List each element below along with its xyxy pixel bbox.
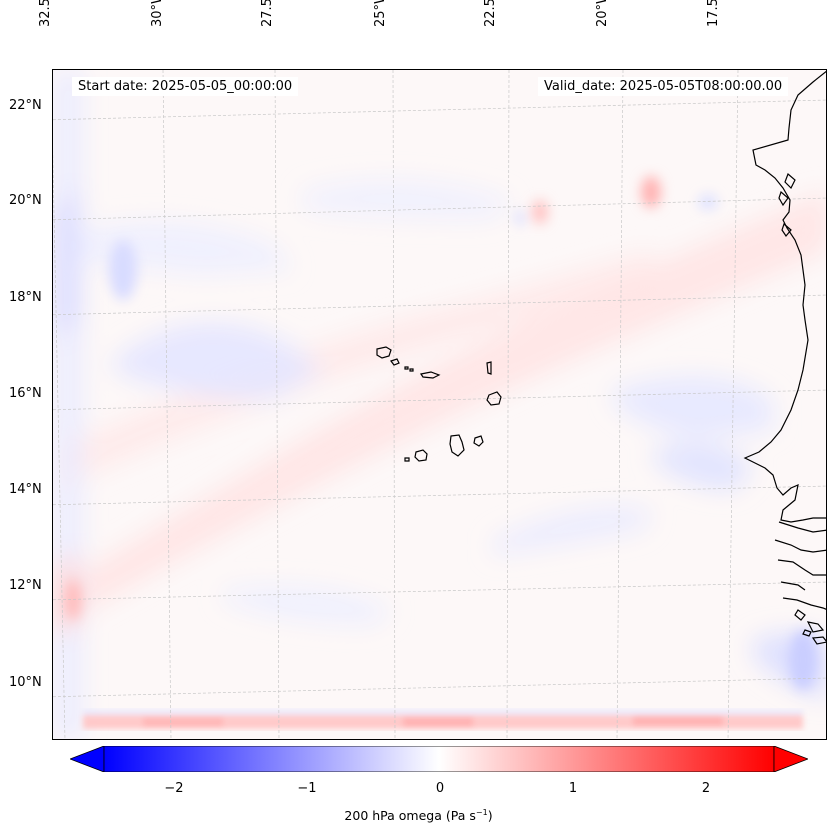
lon-label-22-5w: 22.5°W bbox=[483, 0, 498, 27]
lat-label-22n: 22°N bbox=[9, 98, 42, 113]
lon-label-32-5w: 32.5°W bbox=[38, 0, 53, 27]
island-santo-antao bbox=[376, 346, 392, 359]
colorbar-min-extend bbox=[70, 746, 105, 772]
lat-label-18n: 18°N bbox=[9, 290, 42, 305]
lon-label-30w: 30°W bbox=[150, 0, 165, 27]
lat-label-10n: 10°N bbox=[9, 675, 42, 690]
cape-blanc bbox=[784, 172, 796, 190]
boundary-band bbox=[83, 710, 803, 729]
island-santa-luzia bbox=[404, 366, 409, 370]
omega-field-map bbox=[53, 70, 826, 739]
colorbar-tick-label: −2 bbox=[164, 781, 184, 796]
lat-label-14n: 14°N bbox=[9, 482, 42, 497]
colorbar-gradient bbox=[103, 746, 775, 772]
island-raso bbox=[409, 368, 414, 372]
colorbar-tick-label: 1 bbox=[568, 781, 578, 796]
colorbar-max-extend bbox=[773, 746, 808, 772]
colorbar bbox=[70, 746, 808, 772]
colorbar-tick-label: 2 bbox=[701, 781, 711, 796]
lon-label-17-5w: 17.5°W bbox=[706, 0, 721, 27]
island-sal bbox=[486, 361, 492, 375]
island-maio bbox=[473, 435, 484, 447]
lat-label-20n: 20°N bbox=[9, 193, 42, 208]
colorbar-title: 200 hPa omega (Pa s−1) bbox=[344, 808, 493, 823]
island-boa-vista bbox=[486, 391, 502, 406]
island-sao-nicolau bbox=[420, 371, 441, 379]
start-date-label: Start date: 2025-05-05_00:00:00 bbox=[72, 77, 299, 96]
omega-cells bbox=[65, 176, 817, 690]
island-sao-vicente bbox=[390, 358, 400, 366]
valid-date-label: Valid_date: 2025-05-05T08:00:00.00 bbox=[538, 77, 789, 96]
lat-label-16n: 16°N bbox=[9, 386, 42, 401]
lon-label-27-5w: 27.5°W bbox=[260, 0, 275, 27]
omega-bands bbox=[53, 70, 826, 739]
island-santiago bbox=[449, 434, 465, 457]
colorbar-tick-label: −1 bbox=[297, 781, 317, 796]
lon-label-20w: 20°W bbox=[595, 0, 610, 27]
african-coastline bbox=[743, 70, 826, 645]
island-fogo bbox=[414, 449, 428, 462]
lon-label-25w: 25°W bbox=[373, 0, 388, 27]
graticule bbox=[53, 70, 826, 739]
map-panel[interactable] bbox=[52, 69, 827, 740]
colorbar-tick-label: 0 bbox=[435, 781, 445, 796]
cape-verde-islands bbox=[376, 346, 502, 462]
lat-label-12n: 12°N bbox=[9, 578, 42, 593]
island-brava bbox=[404, 457, 410, 462]
